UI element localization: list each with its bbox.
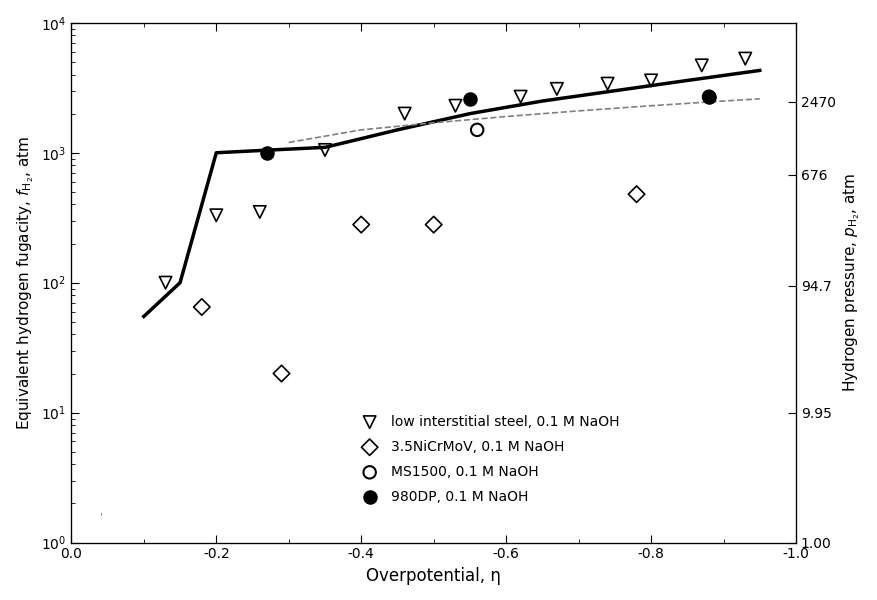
low interstitial steel, 0.1 M NaOH xyxy=(397,109,411,118)
low interstitial steel, 0.1 M NaOH xyxy=(448,101,462,110)
low interstitial steel, 0.1 M NaOH xyxy=(210,211,224,220)
low interstitial steel, 0.1 M NaOH xyxy=(550,84,564,94)
980DP, 0.1 M NaOH xyxy=(260,148,274,158)
MS1500, 0.1 M NaOH xyxy=(702,92,716,101)
Legend: low interstitial steel, 0.1 M NaOH, 3.5NiCrMoV, 0.1 M NaOH, MS1500, 0.1 M NaOH, : low interstitial steel, 0.1 M NaOH, 3.5N… xyxy=(353,409,625,509)
3.5NiCrMoV, 0.1 M NaOH xyxy=(427,220,441,229)
3.5NiCrMoV, 0.1 M NaOH xyxy=(195,302,209,312)
980DP, 0.1 M NaOH xyxy=(702,92,716,101)
Text: ': ' xyxy=(100,512,103,522)
3.5NiCrMoV, 0.1 M NaOH xyxy=(630,190,644,199)
low interstitial steel, 0.1 M NaOH xyxy=(644,76,658,85)
low interstitial steel, 0.1 M NaOH xyxy=(159,278,173,287)
low interstitial steel, 0.1 M NaOH xyxy=(253,207,267,217)
Y-axis label: Equivalent hydrogen fugacity, $f_{\mathrm{H_2}}$, atm: Equivalent hydrogen fugacity, $f_{\mathr… xyxy=(15,136,36,430)
980DP, 0.1 M NaOH xyxy=(463,94,477,104)
low interstitial steel, 0.1 M NaOH xyxy=(695,61,709,70)
low interstitial steel, 0.1 M NaOH xyxy=(318,145,332,155)
low interstitial steel, 0.1 M NaOH xyxy=(738,54,752,64)
low interstitial steel, 0.1 M NaOH xyxy=(514,92,528,101)
Y-axis label: Hydrogen pressure, $p_{\mathrm{H_2}}$, atm: Hydrogen pressure, $p_{\mathrm{H_2}}$, a… xyxy=(841,173,862,392)
X-axis label: Overpotential, η: Overpotential, η xyxy=(367,567,501,585)
low interstitial steel, 0.1 M NaOH xyxy=(601,79,615,88)
3.5NiCrMoV, 0.1 M NaOH xyxy=(354,220,368,229)
MS1500, 0.1 M NaOH xyxy=(470,125,484,134)
3.5NiCrMoV, 0.1 M NaOH xyxy=(275,369,289,379)
